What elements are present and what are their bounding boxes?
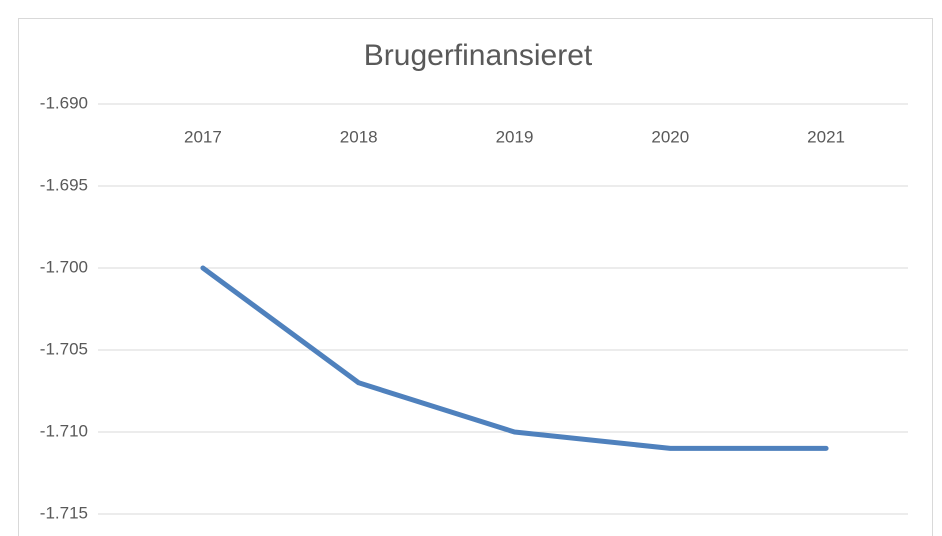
x-tick-label: 2019 — [496, 127, 534, 146]
y-tick-label: -1.690 — [40, 93, 88, 112]
y-tick-label: -1.700 — [40, 257, 88, 276]
x-tick-label: 2021 — [807, 127, 845, 146]
chart-border — [18, 18, 933, 536]
y-tick-label: -1.715 — [40, 503, 88, 522]
y-tick-label: -1.705 — [40, 339, 88, 358]
y-tick-label: -1.695 — [40, 175, 88, 194]
chart-title: Brugerfinansieret — [364, 39, 593, 72]
x-tick-label: 2017 — [184, 127, 222, 146]
data-line — [200, 265, 829, 451]
x-tick-label: 2018 — [340, 127, 378, 146]
x-tick-label: 2020 — [651, 127, 689, 146]
y-tick-label: -1.710 — [40, 421, 88, 440]
